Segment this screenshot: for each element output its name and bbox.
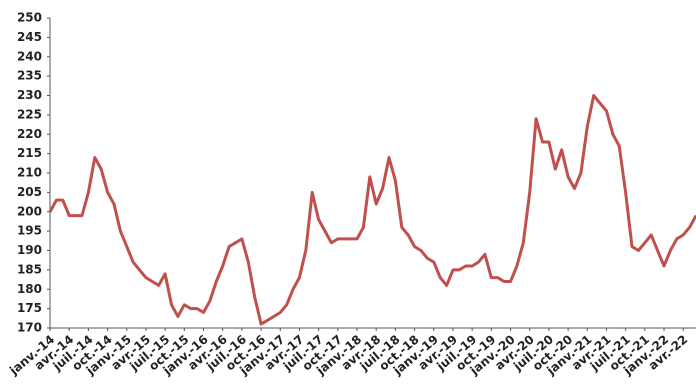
y-tick-label: 240 — [17, 49, 42, 63]
y-tick-label: 210 — [17, 166, 42, 180]
y-tick-label: 235 — [17, 69, 42, 83]
y-tick-label: 225 — [17, 107, 42, 121]
y-tick-label: 220 — [17, 127, 42, 141]
line — [48, 94, 696, 326]
y-tick-label: 245 — [17, 30, 42, 44]
y-tick-label: 175 — [17, 301, 42, 315]
y-tick-label: 185 — [17, 262, 42, 276]
y-tick-label: 205 — [17, 185, 42, 199]
y-tick-label: 250 — [17, 11, 42, 25]
y-tick-label: 180 — [17, 282, 42, 296]
y-tick-label: 230 — [17, 88, 42, 102]
y-tick-label: 200 — [17, 204, 42, 218]
y-tick-label: 215 — [17, 146, 42, 160]
y-tick-label: 190 — [17, 243, 42, 257]
y-tick-label: 195 — [17, 224, 42, 238]
y-tick-label: 170 — [17, 321, 42, 335]
